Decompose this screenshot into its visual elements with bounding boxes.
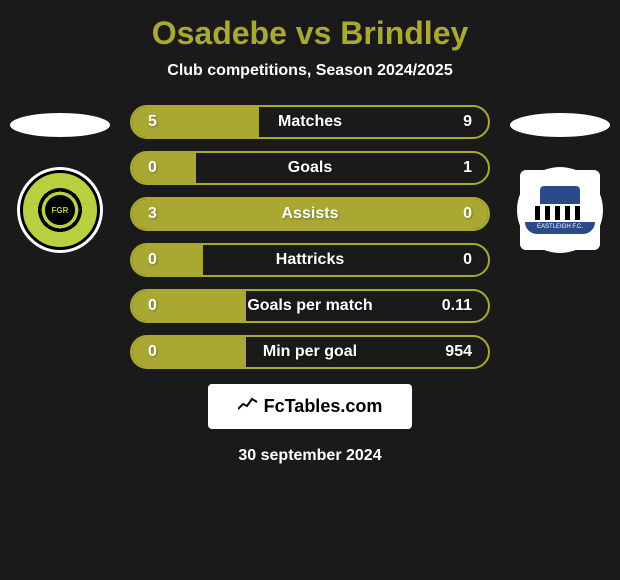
stat-bar: 0 Min per goal 954	[130, 335, 490, 369]
eastleigh-logo-icon: EASTLEIGH F.C.	[520, 170, 600, 250]
eastleigh-logo-banner: EASTLEIGH F.C.	[525, 222, 595, 234]
club-logo-right: EASTLEIGH F.C.	[517, 167, 603, 253]
stat-label: Min per goal	[263, 343, 357, 361]
stat-bar: 5 Matches 9	[130, 105, 490, 139]
stat-value-left: 5	[148, 113, 157, 131]
stat-label: Hattricks	[276, 251, 344, 269]
player-photo-placeholder-left	[10, 113, 110, 137]
fgr-logo-text: FGR	[45, 195, 75, 225]
page-title: Osadebe vs Brindley	[152, 15, 469, 52]
stat-bar: 3 Assists 0	[130, 197, 490, 231]
stat-value-right: 9	[463, 113, 472, 131]
stat-value-right: 0.11	[442, 297, 472, 315]
main-area: FGR 5Matches90Goals13Assists00Hattricks0…	[0, 105, 620, 369]
stat-bar: 0 Goals 1	[130, 151, 490, 185]
stat-bar: 0 Goals per match 0.11	[130, 289, 490, 323]
eastleigh-logo-checker	[535, 206, 585, 220]
club-logo-left: FGR	[17, 167, 103, 253]
chart-icon	[238, 397, 258, 416]
stat-bar: 0 Hattricks 0	[130, 243, 490, 277]
stat-value-left: 0	[148, 251, 157, 269]
stat-fill	[132, 153, 196, 183]
stat-value-right: 0	[463, 251, 472, 269]
stat-fill	[132, 245, 203, 275]
right-player-col: EASTLEIGH F.C.	[510, 105, 610, 253]
stat-label: Assists	[282, 205, 339, 223]
stat-value-right: 1	[463, 159, 472, 177]
left-player-col: FGR	[10, 105, 110, 253]
stat-value-left: 3	[148, 205, 157, 223]
stat-label: Matches	[278, 113, 342, 131]
stat-value-right: 0	[463, 205, 472, 223]
stat-value-left: 0	[148, 343, 157, 361]
eastleigh-logo-crest	[540, 186, 580, 204]
footer-date: 30 september 2024	[238, 447, 381, 465]
comparison-card: Osadebe vs Brindley Club competitions, S…	[0, 0, 620, 475]
fgr-logo-icon: FGR	[20, 170, 100, 250]
stat-label: Goals per match	[247, 297, 372, 315]
player-photo-placeholder-right	[510, 113, 610, 137]
stat-value-left: 0	[148, 159, 157, 177]
stat-value-right: 954	[445, 343, 472, 361]
stat-value-left: 0	[148, 297, 157, 315]
site-badge[interactable]: FcTables.com	[208, 384, 413, 429]
stats-column: 5 Matches 9 0 Goals 1 3 Assists 0 0 Hattricks 0 0 Goa…	[130, 105, 490, 369]
site-name: FcTables.com	[264, 396, 383, 417]
subtitle: Club competitions, Season 2024/2025	[167, 62, 452, 80]
stat-label: Goals	[288, 159, 332, 177]
